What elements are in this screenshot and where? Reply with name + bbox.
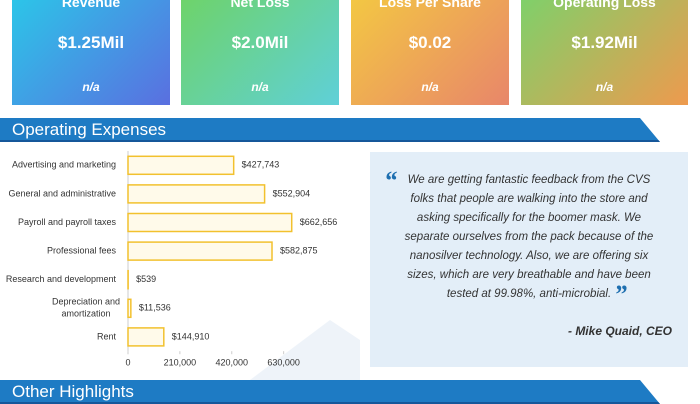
- x-tick-label: 0: [125, 358, 130, 368]
- y-tick-label: Payroll and payroll taxes: [18, 217, 117, 227]
- bar: [128, 214, 292, 232]
- x-tick-label: 420,000: [215, 358, 248, 368]
- quote-line: asking specifically for the boomer mask.…: [370, 212, 688, 224]
- y-tick-label: Research and development: [6, 274, 117, 284]
- bar: [128, 328, 164, 346]
- background-shape: [250, 320, 360, 385]
- section-header: Operating Expenses: [0, 118, 660, 142]
- card-note: n/a: [521, 80, 688, 94]
- card-value: $1.92Mil: [521, 33, 688, 53]
- x-tick-label: 630,000: [267, 358, 300, 368]
- value-label: $552,904: [273, 188, 311, 198]
- value-label: $662,656: [300, 217, 338, 227]
- card: Operating Loss $1.92Mil n/a: [521, 0, 688, 105]
- value-label: $582,875: [280, 245, 318, 255]
- card: Revenue $1.25Mil n/a: [12, 0, 170, 105]
- bar: [128, 299, 131, 317]
- card: Net Loss $2.0Mil n/a: [181, 0, 339, 105]
- card-label: Revenue: [12, 0, 170, 10]
- card-note: n/a: [12, 80, 170, 94]
- value-label: $539: [136, 274, 156, 284]
- card-note: n/a: [181, 80, 339, 94]
- bar: [128, 156, 234, 174]
- y-tick-label: Rent: [97, 331, 117, 341]
- bar: [128, 185, 265, 203]
- y-tick-label: General and administrative: [8, 188, 116, 198]
- quote-box: “ ” - Mike Quaid, CEO We are getting fan…: [370, 152, 688, 367]
- quote-author: - Mike Quaid, CEO: [568, 324, 672, 338]
- chart: 0 210,000 420,000 630,000 Advertising and ma…: [0, 145, 360, 385]
- card-label: Loss Per Share: [351, 0, 509, 10]
- card-value: $2.0Mil: [181, 33, 339, 53]
- quote-line: nanosilver technology. Also, we are offe…: [370, 250, 688, 262]
- y-tick-label: Professional fees: [47, 245, 117, 255]
- card-label: Operating Loss: [521, 0, 688, 10]
- quote-line: separate ourselves from the pack because…: [370, 231, 688, 243]
- card-value: $1.25Mil: [12, 33, 170, 53]
- quote-line: tested at 99.98%, anti-microbial.: [370, 288, 688, 300]
- bar: [128, 242, 272, 260]
- card-label: Net Loss: [181, 0, 339, 10]
- card: Loss Per Share $0.02 n/a: [351, 0, 509, 105]
- x-tick-label: 210,000: [164, 358, 197, 368]
- quote-line: sizes, which are very breathable and hav…: [370, 269, 688, 281]
- value-label: $11,536: [139, 303, 171, 313]
- quote-line: folks that people are walking into the s…: [370, 193, 688, 205]
- value-label: $427,743: [242, 160, 280, 170]
- quote-line: We are getting fantastic feedback from t…: [370, 174, 688, 186]
- value-label: $144,910: [172, 331, 210, 341]
- card-note: n/a: [351, 80, 509, 94]
- card-value: $0.02: [351, 33, 509, 53]
- section-header: Other Highlights: [0, 380, 660, 404]
- y-tick-label: Advertising and marketing: [12, 160, 116, 170]
